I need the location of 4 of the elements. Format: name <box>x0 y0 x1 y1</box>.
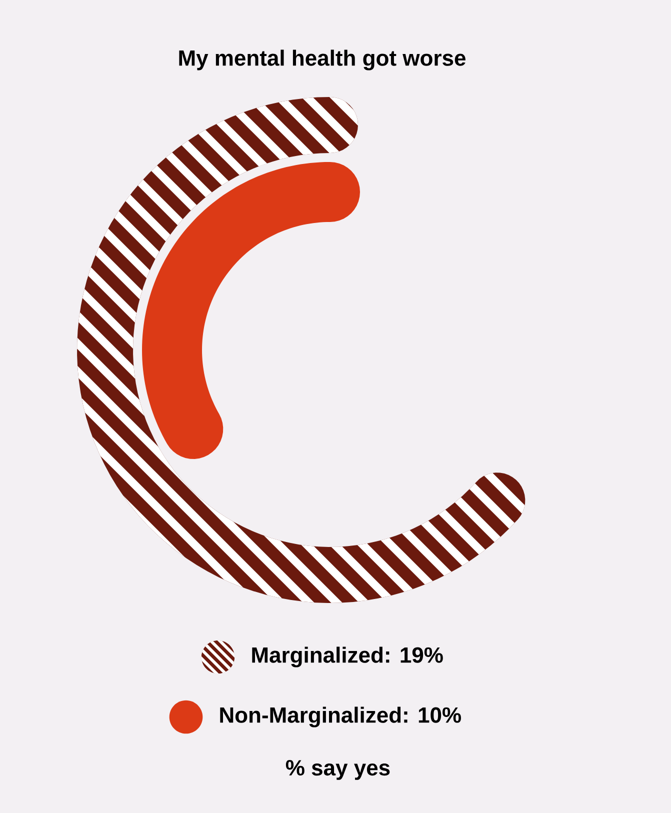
data-label: Non-Marginalized: 10% <box>220 706 461 728</box>
text: My mental health got worse <box>179 50 466 70</box>
data-label: Marginalized: 19% <box>252 646 443 668</box>
text: % say yes <box>286 760 390 780</box>
